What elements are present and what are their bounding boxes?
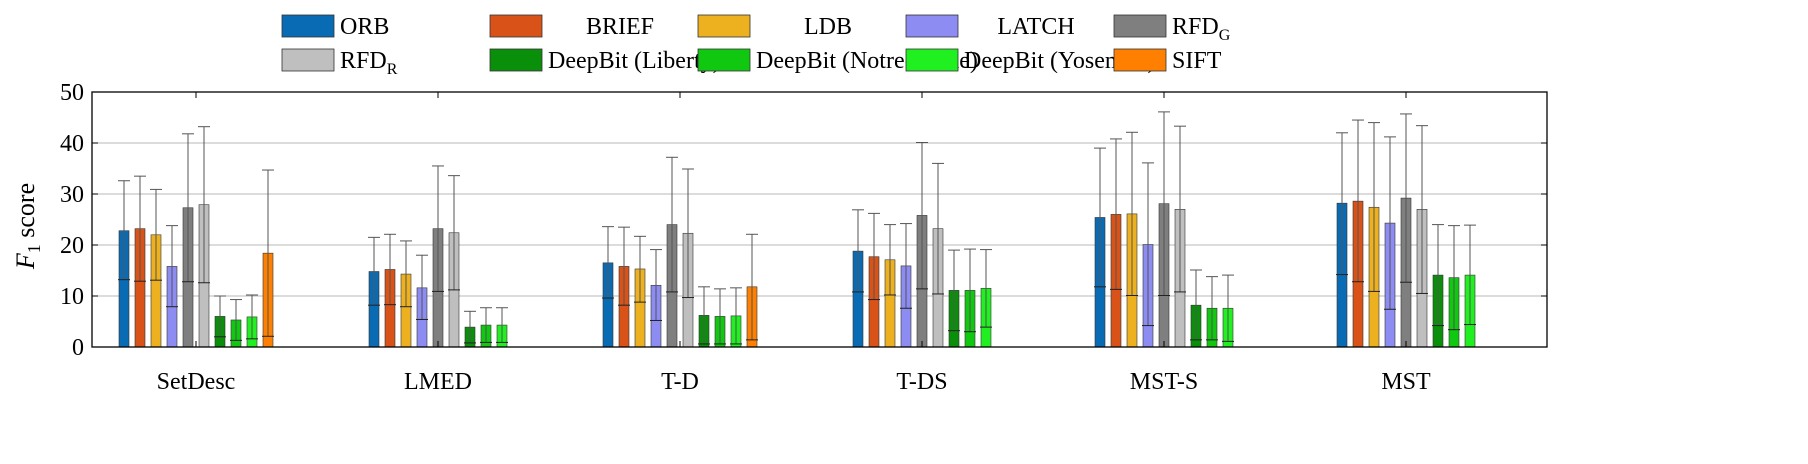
legend-swatch <box>1113 48 1167 72</box>
legend-swatch <box>1113 14 1167 38</box>
legend-item: SIFT <box>1113 48 1222 74</box>
legend-label: LDB <box>804 14 852 40</box>
y-tick-label: 30 <box>60 182 84 208</box>
grid-lines <box>92 142 1547 297</box>
legend-item: BRIEF <box>489 14 654 40</box>
legend-label: RFDG <box>1172 14 1231 44</box>
legend-swatch <box>697 14 751 38</box>
bars <box>118 197 1476 348</box>
x-tick-label: LMED <box>404 369 472 395</box>
y-tick-label: 50 <box>60 80 84 106</box>
legend-swatch <box>489 14 543 38</box>
legend-label: BRIEF <box>586 14 654 40</box>
legend-item: LATCH <box>905 14 1075 40</box>
legend-item: RFDG <box>1113 14 1231 44</box>
error-bars <box>118 111 1476 345</box>
y-tick-label: 0 <box>72 335 84 361</box>
x-tick-label: T-DS <box>896 369 947 395</box>
legend-swatch <box>905 14 959 38</box>
legend-swatch <box>489 48 543 72</box>
x-tick-label: SetDesc <box>157 369 236 395</box>
legend: ORB BRIEF LDB LATCH RFDG RFDR DeepBit (Liberty… <box>281 14 1231 78</box>
legend-label: SIFT <box>1172 48 1222 74</box>
legend-swatch <box>281 14 335 38</box>
legend-item: ORB <box>281 14 389 40</box>
legend-label: RFDR <box>340 48 398 78</box>
y-tick-label: 40 <box>60 131 84 157</box>
y-axis: 0 10 20 30 40 50 <box>60 80 1547 361</box>
y-tick-label: 10 <box>60 284 84 310</box>
y-tick-label: 20 <box>60 233 84 259</box>
x-tick-label: T-D <box>661 369 699 395</box>
x-tick-label: MST-S <box>1130 369 1198 395</box>
legend-swatch <box>697 48 751 72</box>
legend-label: ORB <box>340 14 389 40</box>
legend-item: RFDR <box>281 48 398 78</box>
legend-item: DeepBit (Liberty) <box>489 48 721 74</box>
legend-label: LATCH <box>997 14 1074 40</box>
y-axis-label: F1 score <box>11 183 44 270</box>
legend-swatch <box>905 48 959 72</box>
plot-frame <box>91 91 1548 348</box>
legend-label: DeepBit (Liberty) <box>548 48 721 74</box>
legend-item: LDB <box>697 14 852 40</box>
x-tick-label: MST <box>1381 369 1431 395</box>
legend-swatch <box>281 48 335 72</box>
x-axis: SetDesc LMED T-D T-DS MST-S MST <box>157 92 1431 395</box>
